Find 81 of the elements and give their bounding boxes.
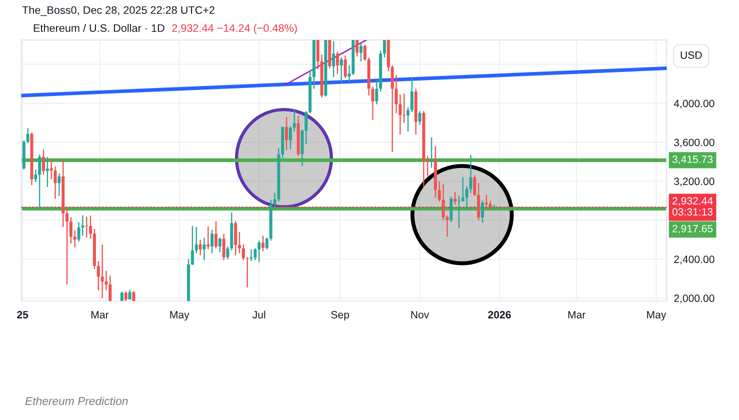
candlestick [379,50,382,92]
candlestick [58,173,61,196]
candlestick [480,200,484,223]
candlestick [414,88,418,134]
candlestick [324,40,328,96]
x-tick-label: May [170,311,190,321]
ref-line-label: 3,415.73 [672,156,713,164]
text: The_Boss0, Dec 28, 2025 22:28 UTC+2 [22,6,214,16]
candlestick [340,58,343,84]
candlestick [124,291,128,301]
candlestick [454,192,457,205]
candlestick [386,40,390,72]
x-tick-label: Mar [91,311,109,318]
candlestick [473,175,476,196]
candlestick [312,40,316,89]
candlestick [261,236,264,252]
candlestick [210,230,214,254]
candlestick [418,111,422,125]
candlestick [194,226,198,254]
candlestick [218,238,222,252]
candlestick [332,40,336,78]
y-tick-label: 2,000.00 [674,294,714,304]
y-tick-label: 2,400.00 [674,256,714,264]
candlestick [100,244,104,298]
candlestick [42,150,46,174]
candlestick [406,107,410,132]
candlestick [422,111,426,188]
candlestick [450,196,453,222]
candlestick [434,146,437,198]
candlestick [132,291,136,301]
candlestick [375,80,378,104]
candlestick [120,292,124,301]
candlestick [38,154,42,208]
candlestick [214,221,218,248]
candlestick [234,221,238,256]
candlestick [296,116,300,156]
y-axis-title: USD [680,51,702,59]
y-tick-label: 3,600.00 [674,138,714,148]
text: Ethereum Prediction [25,396,128,406]
candlestick [202,238,206,260]
candlestick [92,228,96,269]
candlestick [356,40,359,57]
ref-line-label: 2,917.65 [672,224,713,234]
candlestick [30,132,34,186]
candlestick [336,52,339,74]
candlestick [344,56,347,78]
y-tick-label: 4,000.00 [674,100,714,108]
candlestick [288,126,292,150]
candlestick [390,65,394,152]
candlestick [285,116,288,150]
candlestick [128,290,132,300]
candlestick [187,259,190,301]
x-tick-label: 25 [17,311,28,318]
candlestick [198,240,202,256]
candlestick [492,204,496,208]
candlestick [254,248,257,260]
x-tick-label: Jul [252,310,266,318]
candlestick [258,240,261,262]
candlestick [73,230,76,248]
x-tick-label: May [647,311,666,321]
candlestick [190,226,194,265]
candlestick [238,232,241,254]
candlestick [250,249,253,262]
x-tick-label: Nov [411,311,430,318]
candlestick [222,234,226,260]
candlestick [308,71,312,114]
x-tick-label: Sep [331,311,350,321]
candlestick [89,216,92,239]
candlestick [383,40,386,58]
x-tick-label: Mar [568,311,586,318]
candlestick [328,40,332,68]
candlestick [410,78,414,112]
candlestick [477,183,480,220]
chart-subtitle: 2,932.44 −14.24 (−0.48%) [172,24,297,34]
x-tick-label: 2026 [488,311,511,318]
candlestick [69,217,72,244]
ref-line-label: 2,932.44 03:31:13 [672,197,713,216]
candlestick [62,158,65,227]
candlestick [359,42,362,62]
y-tick-label: 3,200.00 [674,178,714,186]
chart-title: Ethereum / U.S. Dollar · 1D [34,24,164,32]
